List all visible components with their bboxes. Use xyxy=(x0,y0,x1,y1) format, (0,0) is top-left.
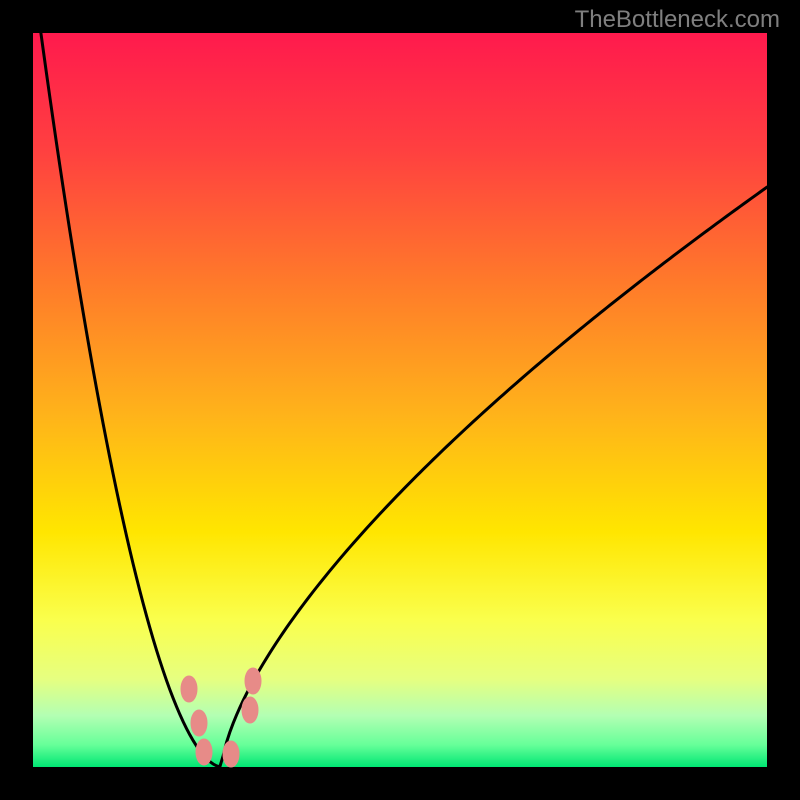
curve-marker xyxy=(245,668,261,694)
plot-background xyxy=(33,33,767,767)
curve-marker xyxy=(242,697,258,723)
curve-marker xyxy=(191,710,207,736)
curve-marker xyxy=(181,676,197,702)
curve-marker xyxy=(196,739,212,765)
curve-marker xyxy=(223,741,239,767)
bottleneck-chart xyxy=(0,0,800,800)
